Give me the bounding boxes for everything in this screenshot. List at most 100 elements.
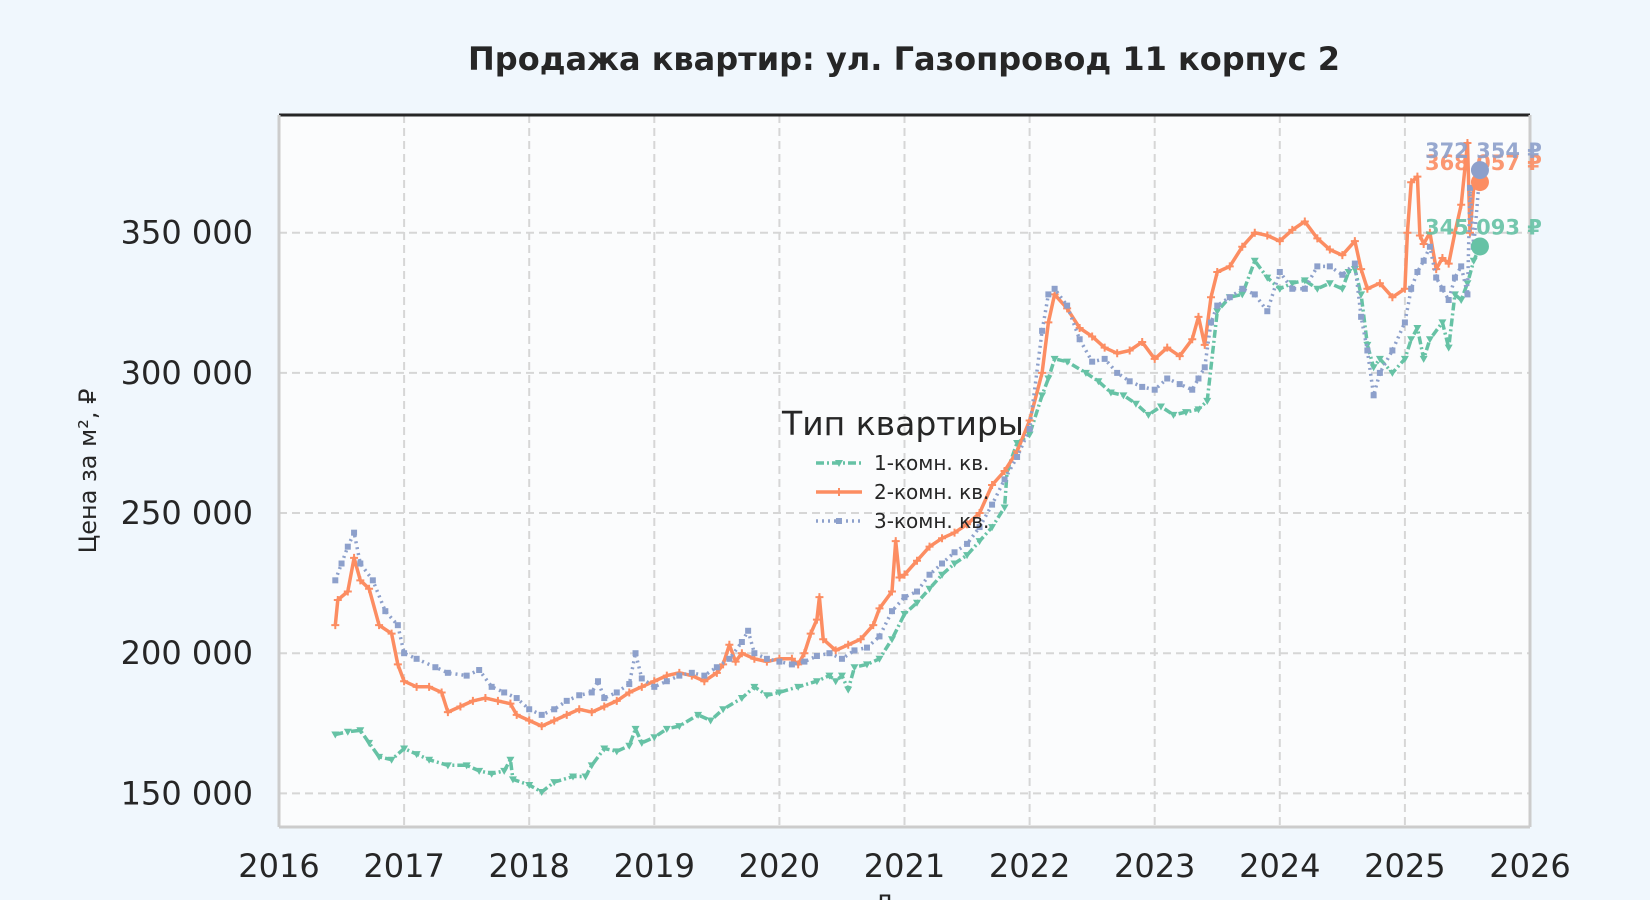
data-point-1-84 <box>1338 285 1347 293</box>
data-point-1-92 <box>1400 355 1409 363</box>
data-point-2-77 <box>1125 346 1134 355</box>
x-tick-label-2019: 2019 <box>614 847 695 885</box>
data-point-2-108 <box>1425 228 1434 237</box>
legend-marker-1 <box>835 460 843 467</box>
data-point-1-29 <box>675 723 684 731</box>
data-point-3-84 <box>1289 285 1296 292</box>
data-point-1-8 <box>425 756 434 764</box>
data-point-3-63 <box>1051 285 1058 292</box>
y-tick-label-2: 250 000 <box>121 494 253 532</box>
data-point-1-54 <box>988 524 997 532</box>
data-point-1-31 <box>706 717 715 725</box>
data-point-3-79 <box>1226 294 1233 301</box>
data-point-2-114 <box>1463 139 1472 148</box>
data-point-2-48 <box>815 593 824 602</box>
data-point-3-71 <box>1151 386 1158 393</box>
data-point-1-47 <box>900 610 909 618</box>
data-point-2-51 <box>844 640 853 649</box>
data-point-3-4 <box>357 560 364 567</box>
data-point-1-35 <box>762 692 771 700</box>
data-point-2-14 <box>456 702 465 711</box>
legend-item-2: 2-комн. кв. <box>816 480 989 504</box>
data-point-1-89 <box>1369 364 1378 372</box>
data-point-1-6 <box>400 745 409 753</box>
data-point-2-61 <box>938 534 947 543</box>
data-point-3-8 <box>401 650 408 657</box>
end-value-label-2: 372 354 ₽ <box>1425 139 1542 163</box>
x-tick-label-2026: 2026 <box>1489 847 1570 885</box>
data-point-3-104 <box>1458 263 1465 270</box>
x-tick-label-2017: 2017 <box>363 847 444 885</box>
data-point-1-12 <box>487 770 496 778</box>
data-point-1-94 <box>1413 325 1422 333</box>
data-point-3-22 <box>588 689 595 696</box>
data-point-2-73 <box>1075 324 1084 333</box>
data-point-2-85 <box>1206 293 1215 302</box>
data-point-3-29 <box>651 683 658 690</box>
data-point-2-39 <box>737 649 746 658</box>
data-point-3-55 <box>964 540 971 547</box>
data-point-2-60 <box>925 542 934 551</box>
data-point-2-23 <box>562 710 571 719</box>
data-point-2-26 <box>600 702 609 711</box>
data-point-1-59 <box>1038 392 1047 400</box>
data-point-2-69 <box>1038 368 1047 377</box>
data-point-2-20 <box>525 716 534 725</box>
data-point-2-89 <box>1250 228 1259 237</box>
data-point-2-3 <box>350 553 359 562</box>
data-point-1-52 <box>963 552 972 560</box>
series-layer <box>331 139 1484 796</box>
y-axis-label: Цена за м², ₽ <box>74 389 102 554</box>
legend-marker-2 <box>835 488 843 496</box>
x-tick-label-2024: 2024 <box>1239 847 1320 885</box>
data-point-1-41 <box>837 672 846 680</box>
data-point-1-5 <box>387 756 396 764</box>
data-point-1-10 <box>462 762 471 770</box>
legend-item-3: 3-комн. кв. <box>816 509 989 533</box>
data-point-3-72 <box>1164 375 1171 382</box>
data-point-1-72 <box>1194 406 1203 414</box>
data-point-3-1 <box>338 560 345 567</box>
data-point-2-55 <box>887 587 896 596</box>
y-tick-label-3: 300 000 <box>121 354 253 392</box>
data-point-3-93 <box>1376 369 1383 376</box>
data-point-1-76 <box>1238 291 1247 299</box>
data-point-1-1 <box>343 728 352 736</box>
data-point-2-6 <box>375 621 384 630</box>
data-point-1-100 <box>1457 297 1466 305</box>
x-tick-label-2022: 2022 <box>989 847 1070 885</box>
y-tick-label-4: 350 000 <box>121 214 253 252</box>
data-point-1-24 <box>625 742 634 750</box>
data-point-2-1 <box>333 595 342 604</box>
data-point-1-55 <box>1000 504 1009 512</box>
data-point-3-90 <box>1358 313 1365 320</box>
legend-label-1: 1-комн. кв. <box>874 451 989 475</box>
data-point-2-82 <box>1188 335 1197 344</box>
data-point-3-27 <box>632 650 639 657</box>
data-point-3-68 <box>1114 369 1121 376</box>
data-point-3-89 <box>1351 260 1358 267</box>
data-point-1-96 <box>1425 336 1434 344</box>
data-point-3-53 <box>939 560 946 567</box>
data-point-3-98 <box>1420 257 1427 264</box>
data-point-3-100 <box>1433 274 1440 281</box>
data-point-1-66 <box>1119 392 1128 400</box>
data-point-2-53 <box>869 621 878 630</box>
data-point-2-95 <box>1325 245 1334 254</box>
data-point-1-44 <box>862 661 871 669</box>
data-point-2-29 <box>637 682 646 691</box>
data-point-1-83 <box>1325 280 1334 288</box>
data-point-1-2 <box>356 727 365 735</box>
data-point-3-62 <box>1045 291 1052 298</box>
data-point-1-57 <box>1013 439 1022 447</box>
data-point-1-28 <box>662 725 671 733</box>
data-point-2-75 <box>1100 343 1109 352</box>
data-point-3-78 <box>1214 302 1221 309</box>
data-point-1-19 <box>568 773 577 781</box>
data-point-2-101 <box>1388 293 1397 302</box>
data-point-3-30 <box>663 678 670 685</box>
data-point-2-25 <box>587 708 596 717</box>
data-point-1-22 <box>600 745 609 753</box>
data-point-3-102 <box>1445 297 1452 304</box>
data-point-3-91 <box>1364 347 1371 354</box>
